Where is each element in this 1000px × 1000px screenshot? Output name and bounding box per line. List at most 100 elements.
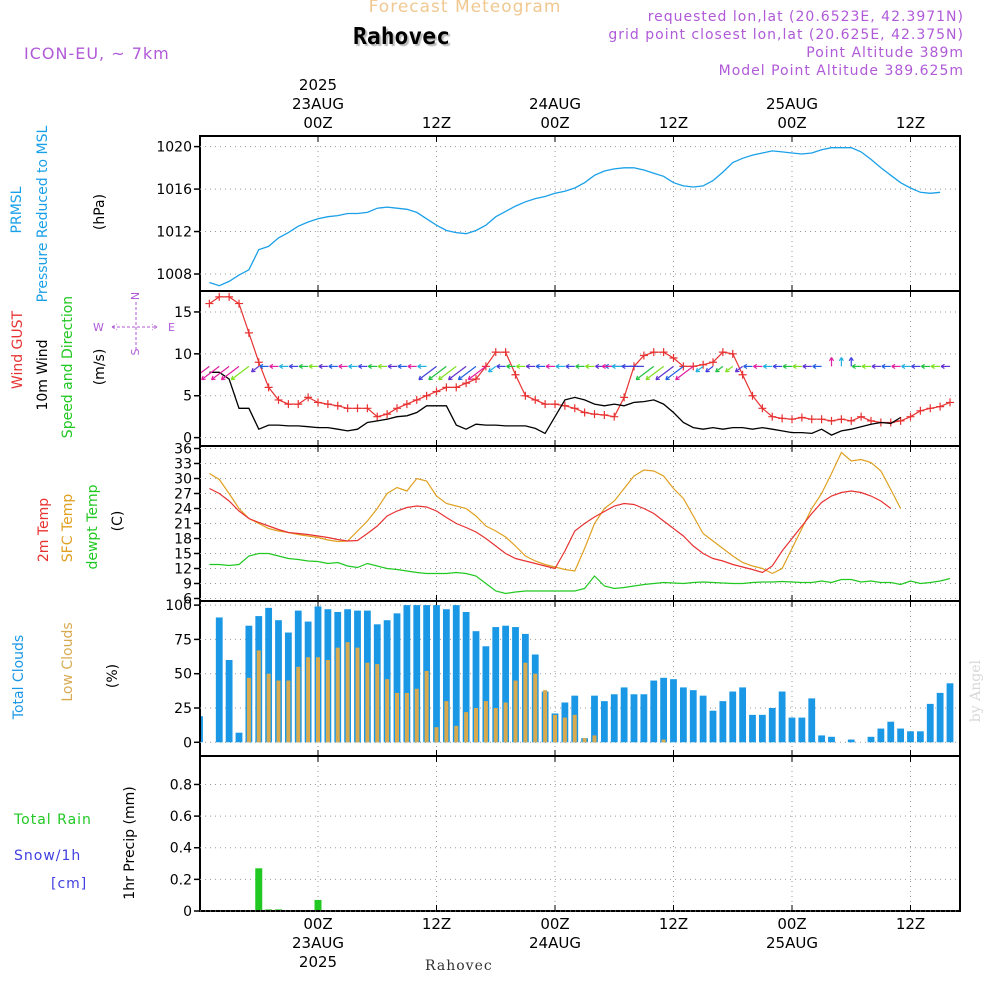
low-cloud-bar [523, 662, 528, 743]
gust-point [215, 292, 224, 301]
gust-point [768, 412, 777, 421]
gust-point [511, 370, 520, 379]
panel-label: (m/s) [92, 349, 108, 386]
low-cloud-bar [582, 738, 587, 743]
total-cloud-bar [413, 605, 421, 743]
compass-w: W [93, 321, 104, 334]
gust-point [432, 387, 441, 396]
wind-arrowhead [724, 367, 730, 373]
wind-arrowhead [635, 375, 641, 381]
wind-arrow [201, 365, 220, 381]
low-cloud-bar [592, 735, 597, 743]
gust-point [946, 398, 954, 407]
low-cloud-bar [513, 680, 518, 743]
wind-arrowhead [279, 363, 284, 369]
total-cloud-bar [620, 687, 628, 743]
low-cloud-bar [444, 701, 449, 743]
gust-point [225, 292, 234, 301]
gust-point [570, 404, 579, 413]
wind-arrowhead [848, 357, 854, 362]
wind-arrowhead [358, 363, 363, 369]
panel-data [209, 451, 951, 595]
total-cloud-bar [660, 677, 668, 743]
total-cloud-bar [946, 683, 954, 743]
rain-bar [255, 868, 263, 910]
point-altitude: Point Altitude 389m [806, 45, 964, 61]
y-tick-label: 1016 [156, 182, 192, 198]
low-cloud-bar [464, 712, 469, 743]
low-cloud-bar [543, 690, 548, 743]
gust-point [709, 358, 717, 367]
low-cloud-bar [404, 692, 409, 743]
total-cloud-bar [749, 714, 756, 743]
total-cloud-bar [630, 694, 638, 743]
gust-point [639, 351, 648, 360]
total-cloud-bar [472, 631, 480, 743]
wind-arrow [715, 365, 724, 373]
low-cloud-bar [562, 717, 567, 743]
wind-arrowhead [210, 375, 216, 381]
gust-point [728, 349, 737, 358]
wind-arrowhead [743, 363, 748, 369]
total-cloud-bar [818, 735, 826, 743]
gust-point [274, 395, 283, 404]
y-tick-label: 15 [174, 547, 192, 563]
wind-arrow [458, 365, 477, 381]
gust-point [481, 362, 490, 371]
panel-label: (hPa) [92, 194, 108, 230]
rain-bar [275, 909, 282, 910]
total-cloud-bar [689, 690, 697, 743]
wind-arrowhead [675, 375, 680, 381]
y-tick-label: 0 [183, 904, 192, 920]
y-tick-label: 21 [174, 517, 192, 533]
low-cloud-bar [345, 642, 350, 743]
low-cloud-bar [572, 714, 577, 743]
y-tick-label: 33 [174, 457, 192, 473]
wind-arrowhead [328, 363, 333, 369]
total-cloud-bar [679, 687, 687, 743]
y-tick-label: 75 [174, 632, 192, 648]
gust-point [452, 383, 461, 392]
wind-arrow [695, 365, 704, 373]
gust-point [304, 393, 313, 402]
low-cloud-bar [335, 647, 340, 743]
wind-arrowhead [250, 367, 256, 373]
total-cloud-bar [0, 667, 7, 742]
gust-point [521, 391, 530, 400]
low-cloud-bar [474, 707, 478, 743]
y-tick-label: 0 [183, 431, 192, 447]
total-cloud-bar [650, 680, 658, 743]
gust-point [689, 362, 698, 371]
gust-point [738, 370, 747, 379]
gust-point [620, 393, 629, 402]
y-tick-label: 0.6 [170, 809, 192, 825]
low-cloud-bar [325, 659, 330, 743]
gust-point [284, 400, 293, 409]
wind-arrowhead [298, 363, 303, 369]
wind-arrow [735, 365, 743, 373]
gust-point [817, 415, 826, 424]
total-cloud-bar [502, 625, 510, 743]
wind-arrowhead [525, 363, 530, 369]
total-cloud-bar [0, 660, 7, 742]
total-cloud-bar [887, 721, 895, 743]
wind-arrowhead [655, 375, 660, 381]
wind-arrow [467, 365, 487, 381]
panel-label: (%) [105, 664, 121, 688]
wind-arrowhead [595, 363, 600, 369]
total-cloud-bar [403, 605, 411, 743]
gust-point [393, 404, 401, 413]
low-cloud-bar [553, 714, 557, 743]
panel-label: 10m Wind [35, 339, 51, 410]
gust-point [926, 404, 935, 413]
panel-temperature [194, 445, 961, 602]
gust-point [294, 400, 303, 409]
wind-arrowhead [397, 363, 402, 369]
gust-point [758, 404, 767, 413]
wind-arrowhead [201, 375, 206, 381]
panel-label: 2m Temp [36, 498, 52, 562]
total-cloud-bar [709, 710, 717, 743]
gust-point [807, 415, 816, 424]
y-tick-label: 1008 [156, 267, 192, 283]
panel-frame [199, 135, 961, 292]
